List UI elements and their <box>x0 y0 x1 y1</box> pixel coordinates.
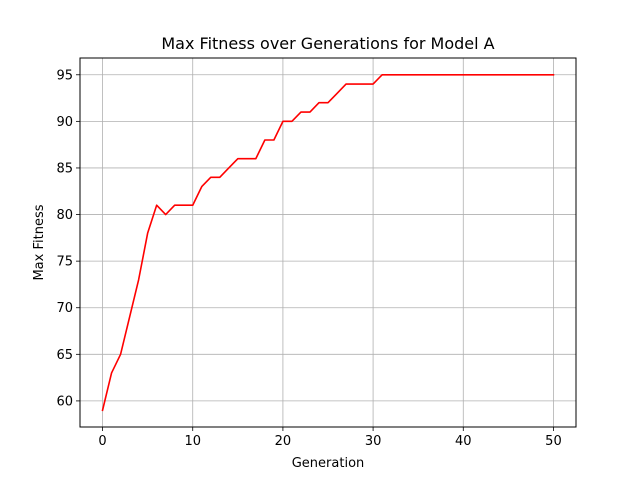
x-tick-label: 30 <box>365 434 382 449</box>
x-axis-label: Generation <box>292 456 365 471</box>
y-tick-label: 75 <box>56 255 73 270</box>
y-axis-label: Max Fitness <box>32 204 47 280</box>
grid-lines <box>80 58 576 427</box>
x-tick-label: 10 <box>184 434 201 449</box>
x-tick-label: 20 <box>275 434 292 449</box>
y-tick-label: 60 <box>56 394 73 409</box>
y-tick-label: 85 <box>56 161 73 176</box>
y-tick-label: 65 <box>56 348 73 363</box>
x-tick-label: 50 <box>545 434 562 449</box>
y-tick-label: 70 <box>56 301 73 316</box>
x-tick-label: 0 <box>98 434 106 449</box>
plot-frame <box>79 57 577 428</box>
y-tick-label: 80 <box>56 208 73 223</box>
y-tick-label: 95 <box>56 68 73 83</box>
x-tick-label: 40 <box>455 434 472 449</box>
chart-title: Max Fitness over Generations for Model A <box>161 34 494 53</box>
series-layer <box>101 73 555 412</box>
axis-ticks: 0 10 20 30 40 50 60 65 70 75 80 85 90 95 <box>56 68 561 449</box>
series-line <box>101 73 555 412</box>
y-tick-label: 90 <box>56 115 73 130</box>
